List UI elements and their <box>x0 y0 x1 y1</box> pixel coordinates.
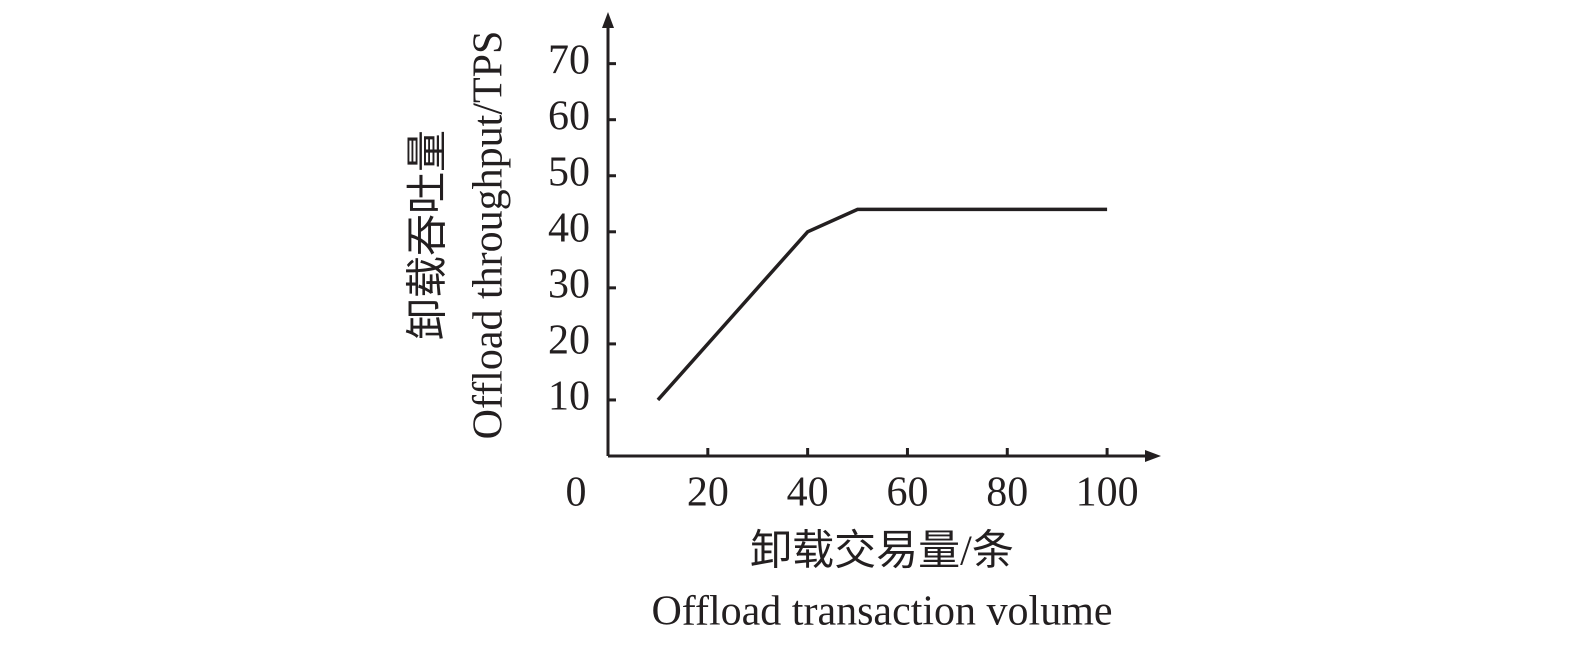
x-tick-label: 100 <box>1076 470 1139 516</box>
x-axis-label: Offload transaction volume <box>651 589 1112 635</box>
x-tick-label: 20 <box>687 470 729 516</box>
y-axis-arrow <box>602 12 614 28</box>
x-axis-label: 卸载交易量/条 <box>750 528 1014 575</box>
y-tick-label: 50 <box>548 149 590 195</box>
x-axis-arrow <box>1145 450 1161 462</box>
x-tick-label: 60 <box>886 470 928 516</box>
data-line <box>656 207 1108 402</box>
y-axis-label: Offload throughput/TPS <box>466 31 512 440</box>
x-tick-label: 40 <box>787 470 829 516</box>
y-tick-label: 40 <box>548 205 590 251</box>
y-tick-label: 20 <box>548 318 590 364</box>
y-axis-label: 卸载吞吐量 <box>406 130 452 340</box>
y-tick-label: 10 <box>548 374 590 420</box>
x-tick-label: 80 <box>986 470 1028 516</box>
y-tick-label: 70 <box>548 37 590 83</box>
y-tick-label: 30 <box>548 261 590 307</box>
y-tick-label: 60 <box>548 93 590 139</box>
x-tick-label: 0 <box>566 470 587 516</box>
